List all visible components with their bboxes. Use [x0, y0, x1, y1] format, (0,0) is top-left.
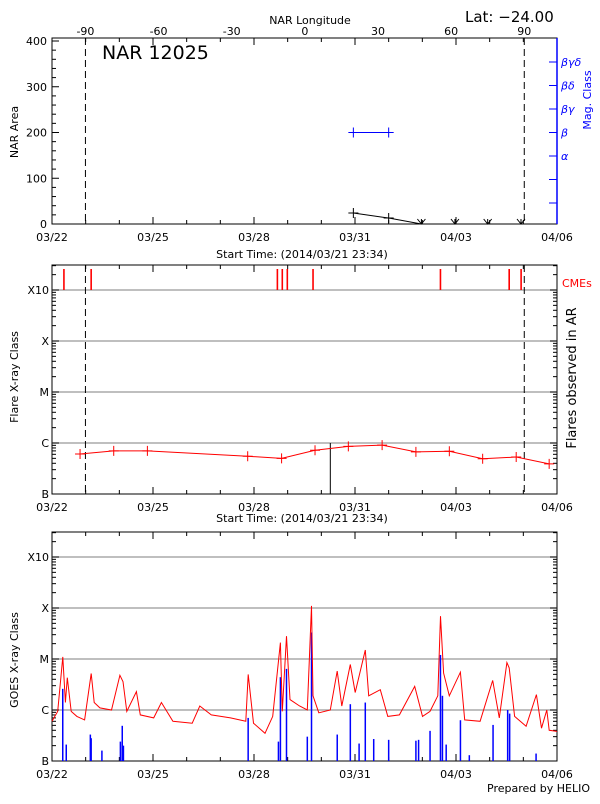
area-zero-arrow [417, 218, 426, 225]
bottom-x-tick-label: 03/25 [137, 768, 169, 781]
mid-y-tick-label: X [41, 335, 49, 348]
area-point [383, 213, 394, 224]
top-y-tick-label: 400 [26, 35, 47, 48]
flare-point [343, 441, 354, 452]
mid-frame [51, 264, 558, 495]
top-x-tick-label: 04/06 [541, 231, 573, 244]
bottom-y-tick-label: X [41, 602, 49, 615]
area-zero-arrow [516, 218, 526, 225]
flare-point [477, 453, 488, 464]
flare-point [142, 445, 153, 456]
bottom-x-tick-label: 04/06 [541, 768, 573, 781]
mid-x-tick-label: 04/03 [440, 501, 472, 514]
top-x-tick-label: 04/03 [440, 231, 472, 244]
flare-point [276, 453, 287, 464]
mag-class-tick-label: α [561, 150, 569, 163]
longitude-tick-label: 90 [517, 25, 531, 38]
mag-class-tick-label: βδ [560, 80, 575, 93]
prepared-by: Prepared by HELIO [487, 782, 590, 795]
latitude-label: Lat: −24.00 [465, 8, 554, 26]
longitude-tick-label: 60 [444, 25, 458, 38]
flare-point [511, 452, 522, 463]
goes-long-line [51, 605, 558, 735]
top-x-tick-label: 03/22 [36, 231, 68, 244]
bottom-y-tick-label: M [40, 653, 50, 666]
area-zero-arrow [450, 218, 460, 225]
flare-point [75, 448, 86, 459]
mag-class-label: Mag. Class [581, 70, 594, 129]
mid-ylabel: Flare X-ray Class [8, 331, 21, 423]
flare-point [444, 446, 455, 457]
longitude-tick-label: -90 [76, 25, 94, 38]
bottom-y-tick-label: C [41, 704, 49, 717]
area-zero-arrow [483, 218, 493, 225]
mid-x-tick-label: 03/25 [137, 501, 169, 514]
area-point [348, 208, 359, 219]
region-title: NAR 12025 [102, 42, 209, 64]
longitude-tick-label: -30 [223, 25, 241, 38]
bottom-y-tick-label: B [41, 755, 49, 768]
mag-class-tick-label: β [560, 127, 568, 140]
area-line [353, 212, 521, 225]
mid-x-tick-label: 03/22 [36, 501, 68, 514]
mag-class-tick-label: βγδ [560, 56, 582, 69]
mid-x-tick-label: 03/31 [339, 501, 371, 514]
mid-y-tick-label: C [41, 437, 49, 450]
flares-observed-label: Flares observed in AR [565, 307, 580, 448]
bottom-x-tick-label: 03/22 [36, 768, 68, 781]
flare-point [108, 445, 119, 456]
flare-point [544, 458, 555, 469]
flare-point [410, 446, 421, 457]
top-y-tick-label: 0 [40, 218, 47, 231]
longitude-tick-label: -60 [150, 25, 168, 38]
top-axis-title: NAR Longitude [269, 14, 351, 27]
mid-y-tick-label: B [41, 488, 49, 501]
mid-y-tick-label: X10 [27, 284, 49, 297]
top-y-tick-label: 100 [26, 172, 47, 185]
mid-x-tick-label: 03/28 [238, 501, 270, 514]
flare-point [242, 451, 253, 462]
mag-class-point [383, 127, 394, 138]
longitude-tick-label: 0 [301, 25, 308, 38]
mag-class-point [348, 127, 359, 138]
mid-xlabel: Start Time: (2014/03/21 23:34) [216, 512, 388, 525]
top-ylabel: NAR Area [8, 106, 21, 158]
mag-class-tick-label: βγ [560, 103, 575, 116]
bottom-x-tick-label: 04/03 [440, 768, 472, 781]
top-xlabel: Start Time: (2014/03/21 23:34) [216, 248, 388, 261]
bottom-y-tick-label: X10 [27, 551, 49, 564]
top-x-tick-label: 03/25 [137, 231, 169, 244]
cme-label: CMEs [562, 277, 592, 290]
flare-point [377, 440, 388, 451]
top-y-tick-label: 200 [26, 127, 47, 140]
top-frame [51, 37, 558, 225]
mid-y-tick-label: M [40, 386, 50, 399]
bottom-ylabel: GOES X-ray Class [8, 612, 21, 708]
bottom-x-tick-label: 03/31 [339, 768, 371, 781]
bottom-frame [51, 531, 558, 762]
longitude-tick-label: 30 [371, 25, 385, 38]
top-x-tick-label: 03/28 [238, 231, 270, 244]
top-x-tick-label: 03/31 [339, 231, 371, 244]
mid-x-tick-label: 04/06 [541, 501, 573, 514]
bottom-x-tick-label: 03/28 [238, 768, 270, 781]
flare-point [310, 445, 321, 456]
top-y-tick-label: 300 [26, 81, 47, 94]
